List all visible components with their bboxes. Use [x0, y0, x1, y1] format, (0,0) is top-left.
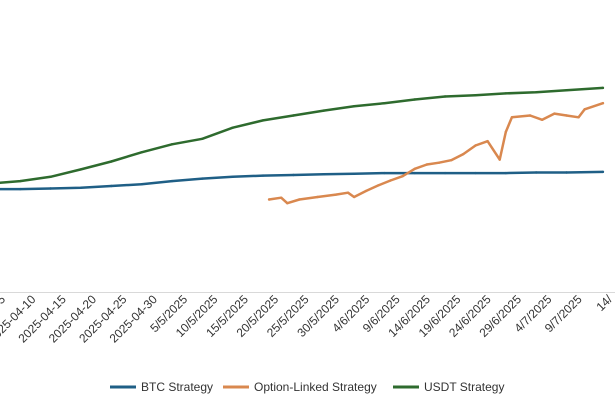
data-point — [110, 160, 113, 163]
x-tick-label: 05 — [0, 292, 8, 312]
data-point — [346, 191, 350, 194]
data-point — [201, 177, 204, 180]
data-point — [498, 158, 501, 161]
data-point — [383, 102, 386, 105]
data-point — [140, 183, 143, 186]
data-point — [535, 91, 538, 94]
data-point — [334, 193, 338, 196]
data-point — [49, 175, 52, 178]
data-point — [140, 151, 143, 154]
data-point — [316, 195, 319, 199]
data-point — [601, 86, 605, 90]
data-point — [49, 187, 52, 190]
data-point — [553, 112, 556, 115]
data-point — [19, 179, 22, 183]
data-point — [583, 108, 586, 111]
data-point — [443, 171, 447, 175]
data-point — [19, 187, 22, 191]
legend-item-option-linked-strategy: Option-Linked Strategy — [223, 380, 377, 394]
data-point — [79, 168, 83, 171]
data-point — [170, 143, 174, 146]
data-point — [322, 109, 325, 112]
series-layer — [0, 86, 605, 205]
data-point — [286, 202, 289, 205]
data-point — [292, 114, 295, 117]
data-point — [474, 144, 477, 147]
data-point — [541, 118, 544, 122]
data-point — [425, 163, 429, 166]
data-point — [389, 179, 392, 182]
data-point — [474, 171, 477, 175]
series-usdt-strategy — [0, 86, 605, 184]
data-point — [528, 114, 532, 117]
data-point — [504, 92, 507, 95]
data-point — [450, 159, 453, 162]
legend-label: BTC Strategy — [141, 380, 213, 394]
data-point — [565, 114, 568, 117]
legend-label: USDT Strategy — [424, 380, 504, 394]
data-point — [322, 173, 325, 176]
legend-item-usdt-strategy: USDT Strategy — [393, 380, 504, 394]
data-point — [110, 184, 113, 188]
data-point — [401, 175, 404, 178]
legend-label: Option-Linked Strategy — [254, 380, 377, 394]
data-point — [601, 102, 605, 105]
data-point — [352, 195, 356, 199]
data-point — [413, 167, 416, 170]
data-point — [261, 119, 265, 122]
data-point — [201, 137, 204, 140]
data-point — [365, 189, 368, 193]
data-point — [474, 94, 477, 97]
data-point — [261, 174, 265, 177]
data-point — [170, 179, 174, 183]
data-point — [352, 105, 356, 108]
data-point — [413, 98, 416, 101]
data-point — [280, 196, 283, 199]
data-point — [601, 170, 605, 174]
data-point — [413, 171, 416, 175]
data-point — [231, 126, 234, 129]
data-point — [577, 116, 580, 119]
data-point — [231, 175, 234, 178]
data-point — [443, 95, 447, 98]
series-btc-strategy — [0, 170, 605, 191]
data-point — [298, 198, 301, 201]
data-point — [504, 130, 507, 134]
data-point — [565, 171, 568, 174]
data-point — [377, 184, 380, 187]
data-point — [504, 171, 507, 175]
data-point — [352, 172, 356, 175]
data-point — [292, 173, 295, 177]
data-point — [267, 198, 271, 201]
data-point — [383, 171, 386, 175]
data-point — [486, 140, 489, 143]
data-point — [437, 161, 441, 164]
data-point — [565, 89, 568, 92]
data-point — [79, 186, 83, 189]
data-point — [535, 171, 538, 174]
legend-item-btc-strategy: BTC Strategy — [110, 380, 213, 394]
legend: BTC Strategy Option-Linked Strategy USDT S… — [110, 380, 504, 394]
data-point — [510, 116, 514, 119]
series-option-linked-strategy — [267, 101, 605, 205]
data-point — [462, 152, 465, 156]
